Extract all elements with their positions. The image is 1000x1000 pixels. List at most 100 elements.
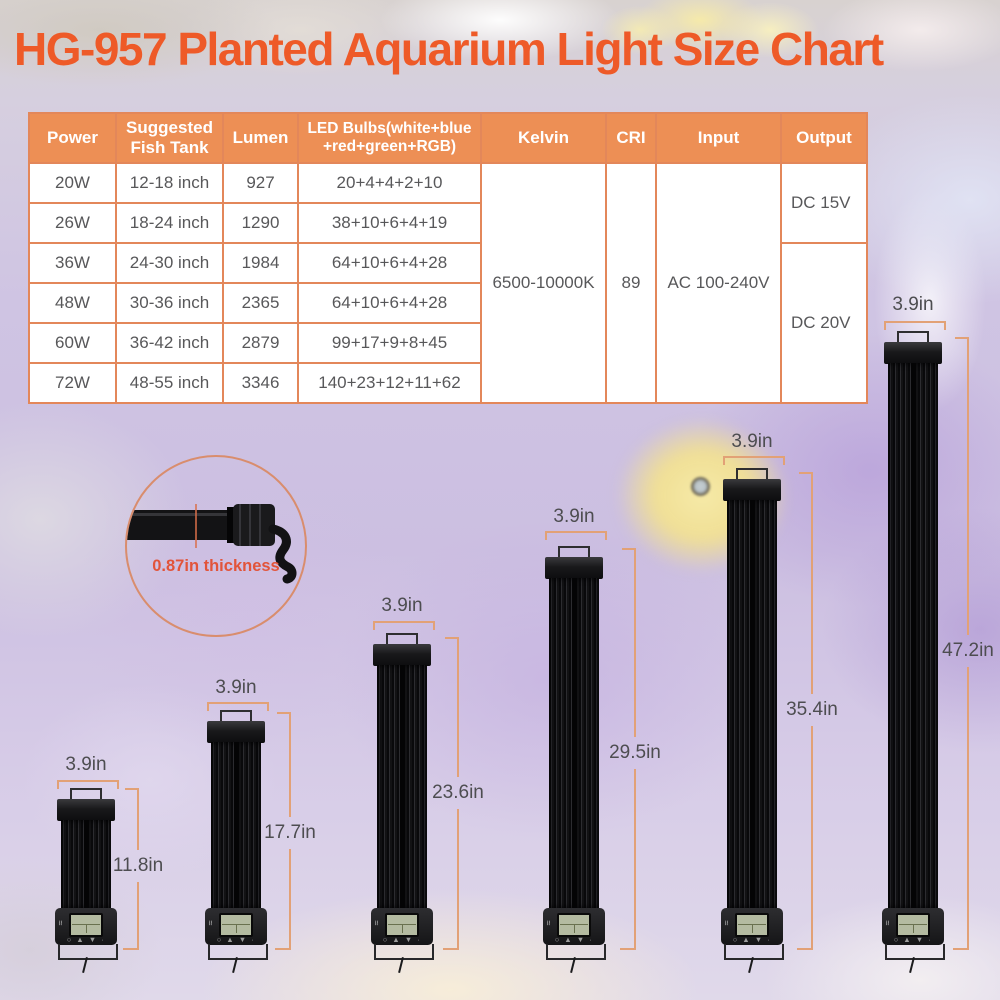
width-dimension-bracket bbox=[884, 321, 946, 330]
lcd-display bbox=[219, 913, 253, 937]
dimension-tick bbox=[797, 948, 812, 950]
dimension-line bbox=[289, 849, 291, 950]
col-header-output: Output bbox=[780, 112, 868, 164]
table-cell: 2365 bbox=[222, 282, 299, 324]
height-dimension-label: 35.4in bbox=[786, 699, 838, 720]
dimension-tick bbox=[445, 637, 458, 639]
thickness-detail-inset: 0.87in thickness bbox=[125, 455, 307, 637]
lcd-display bbox=[69, 913, 103, 937]
table-cell: 60W bbox=[28, 322, 117, 364]
height-dimension-label: 23.6in bbox=[432, 782, 484, 803]
width-dimension-bracket bbox=[723, 456, 785, 465]
mounting-stand bbox=[374, 944, 434, 960]
bar-ribbed-body bbox=[888, 363, 938, 908]
width-dimension-label: 3.9in bbox=[65, 754, 107, 775]
table-cell: 38+10+6+4+19 bbox=[297, 202, 482, 244]
bar-top-cap bbox=[884, 342, 942, 364]
table-cell: 30-36 inch bbox=[115, 282, 224, 324]
dimension-line bbox=[457, 637, 459, 777]
control-module: ≈ ○ ▲ ▼ · bbox=[371, 908, 433, 945]
brand-logo: ≈ bbox=[55, 920, 66, 926]
dimension-line bbox=[811, 726, 813, 950]
table-row: 72W 48-55 inch 3346 140+23+12+11+62 bbox=[28, 362, 867, 404]
table-cell: 64+10+6+4+28 bbox=[297, 282, 482, 324]
table-cell: 36W bbox=[28, 242, 117, 284]
dimension-tick bbox=[275, 948, 290, 950]
control-module: ≈ ○ ▲ ▼ · bbox=[882, 908, 944, 945]
dimension-tick bbox=[955, 337, 968, 339]
table-cell: 1984 bbox=[222, 242, 299, 284]
bar-top-cap bbox=[545, 557, 603, 579]
light-bar-23.6in: ≈ ○ ▲ ▼ · bbox=[370, 633, 434, 974]
control-buttons: ○ ▲ ▼ · bbox=[732, 935, 772, 944]
dimension-tick bbox=[123, 948, 138, 950]
table-cell: 72W bbox=[28, 362, 117, 404]
bracket-arm-illustration bbox=[127, 504, 297, 584]
table-cell: 24-30 inch bbox=[115, 242, 224, 284]
height-dimension-label: 47.2in bbox=[942, 640, 994, 661]
bar-top-cap bbox=[207, 721, 265, 743]
table-row: 20W 12-18 inch 927 20+4+4+2+10 6500-1000… bbox=[28, 162, 868, 404]
width-dimension-bracket bbox=[207, 702, 269, 711]
dimension-tick bbox=[443, 948, 458, 950]
hanging-bracket bbox=[220, 710, 252, 725]
bar-ribbed-body bbox=[727, 500, 777, 908]
lcd-display bbox=[385, 913, 419, 937]
width-dimension-bracket bbox=[545, 531, 607, 540]
bar-ribbed-body bbox=[211, 742, 261, 908]
spec-table: Power Suggested Fish Tank Lumen LED Bulb… bbox=[28, 112, 868, 404]
control-buttons: ○ ▲ ▼ · bbox=[216, 935, 256, 944]
brand-logo: ≈ bbox=[543, 920, 554, 926]
table-header-row: Power Suggested Fish Tank Lumen LED Bulb… bbox=[28, 112, 868, 164]
table-cell: 2879 bbox=[222, 322, 299, 364]
dimension-line bbox=[967, 667, 969, 950]
table-cell-output-dc15: DC 15V bbox=[780, 162, 868, 244]
width-dimension-bracket bbox=[373, 621, 435, 630]
table-row: 48W 30-36 inch 2365 64+10+6+4+28 bbox=[28, 282, 867, 324]
col-header-cri: CRI bbox=[605, 112, 657, 164]
brand-logo: ≈ bbox=[882, 920, 893, 926]
width-dimension-label: 3.9in bbox=[215, 677, 257, 698]
table-cell-output-dc20: DC 20V bbox=[780, 242, 868, 404]
dimension-tick bbox=[622, 548, 635, 550]
control-module: ≈ ○ ▲ ▼ · bbox=[543, 908, 605, 945]
table-cell: 927 bbox=[222, 162, 299, 204]
table-cell: 140+23+12+11+62 bbox=[297, 362, 482, 404]
light-bar-47.2in: ≈ ○ ▲ ▼ · bbox=[881, 331, 945, 974]
col-header-led-bulbs: LED Bulbs(white+blue +red+green+RGB) bbox=[297, 112, 482, 164]
mounting-stand bbox=[885, 944, 945, 960]
control-module: ≈ ○ ▲ ▼ · bbox=[55, 908, 117, 945]
table-row: 26W 18-24 inch 1290 38+10+6+4+19 bbox=[28, 202, 867, 244]
bar-ribbed-body bbox=[549, 578, 599, 908]
col-header-input: Input bbox=[655, 112, 782, 164]
lcd-display bbox=[735, 913, 769, 937]
control-buttons: ○ ▲ ▼ · bbox=[66, 935, 106, 944]
thickness-label: 0.87in thickness bbox=[152, 557, 280, 575]
dimension-line bbox=[811, 472, 813, 694]
table-cell-kelvin: 6500-10000K bbox=[480, 162, 607, 404]
col-header-kelvin: Kelvin bbox=[480, 112, 607, 164]
width-dimension-label: 3.9in bbox=[553, 506, 595, 527]
hanging-bracket bbox=[897, 331, 929, 346]
table-cell-input: AC 100-240V bbox=[655, 162, 782, 404]
mounting-stand bbox=[724, 944, 784, 960]
col-header-power: Power bbox=[28, 112, 117, 164]
dimension-line bbox=[137, 788, 139, 850]
table-cell: 12-18 inch bbox=[115, 162, 224, 204]
table-cell: 26W bbox=[28, 202, 117, 244]
col-header-lumen: Lumen bbox=[222, 112, 299, 164]
dimension-tick bbox=[620, 948, 635, 950]
table-row: 36W 24-30 inch 1984 64+10+6+4+28 DC 20V bbox=[28, 242, 868, 404]
hanging-bracket bbox=[736, 468, 768, 483]
light-bar-17.7in: ≈ ○ ▲ ▼ · bbox=[204, 710, 268, 974]
bar-ribbed-body bbox=[61, 820, 111, 908]
height-dimension-label: 17.7in bbox=[264, 822, 316, 843]
hanging-bracket bbox=[70, 788, 102, 803]
table-cell: 1290 bbox=[222, 202, 299, 244]
dimension-tick bbox=[125, 788, 138, 790]
light-bar-29.5in: ≈ ○ ▲ ▼ · bbox=[542, 546, 606, 974]
control-buttons: ○ ▲ ▼ · bbox=[382, 935, 422, 944]
hanging-bracket bbox=[386, 633, 418, 648]
lcd-display bbox=[557, 913, 591, 937]
table-cell: 20W bbox=[28, 162, 117, 204]
